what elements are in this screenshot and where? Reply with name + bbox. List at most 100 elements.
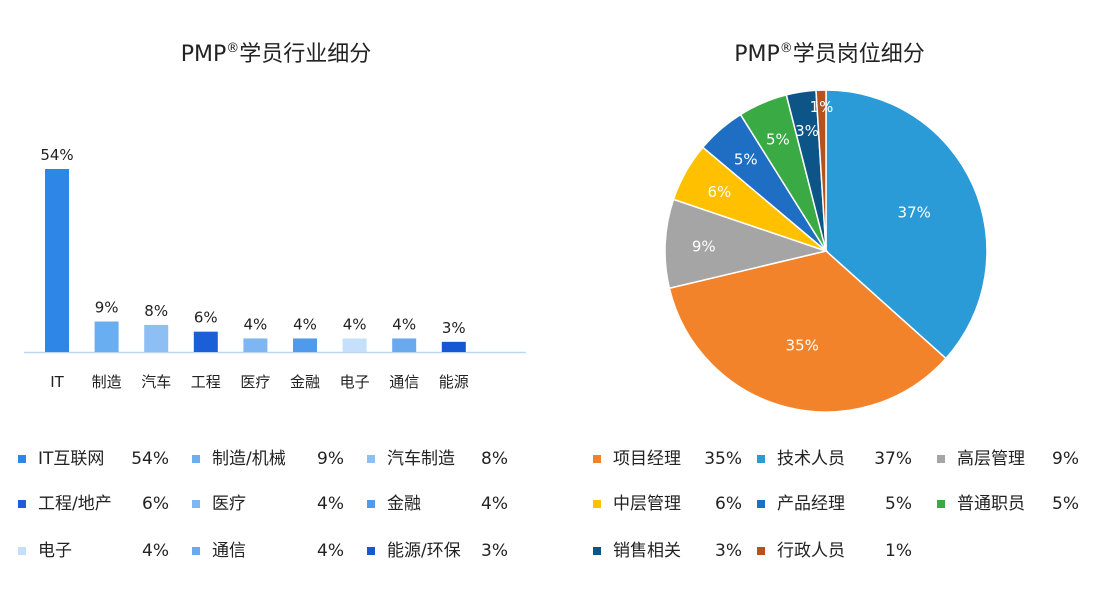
bar-value-label: 3% <box>442 319 466 337</box>
pie-slice-3 <box>672 146 827 252</box>
bar-value-label: 6% <box>194 309 218 327</box>
legend-swatch <box>18 500 26 508</box>
pie-slice-0 <box>825 89 988 360</box>
pie-slice-label: 9% <box>692 237 716 255</box>
pie-slice-4 <box>701 113 827 252</box>
legend-label: 技术人员 <box>777 449 845 469</box>
bar-1 <box>94 321 119 352</box>
legend-label: 销售相关 <box>613 541 681 561</box>
legend-value: 3% <box>715 541 742 561</box>
legend-label: 通信 <box>212 541 246 561</box>
pie-slice-label: 35% <box>786 337 819 355</box>
legend-label: 制造/机械 <box>212 449 286 469</box>
legend-swatch <box>937 500 945 508</box>
legend-value: 9% <box>317 449 344 469</box>
legend-value: 9% <box>1052 449 1079 469</box>
bar-value-label: 4% <box>293 315 317 333</box>
legend-label: 汽车制造 <box>387 449 455 469</box>
legend-swatch <box>192 455 200 463</box>
legend-value: 4% <box>142 541 169 561</box>
bar-chart-title: PMP®学员行业细分 <box>0 36 552 68</box>
legend-swatch <box>367 500 375 508</box>
legend-label: 金融 <box>387 494 421 514</box>
bar-4 <box>243 338 268 352</box>
bar-category-label: 汽车 <box>141 373 171 391</box>
pie-slice-label: 3% <box>795 122 819 140</box>
pie-title-main: PMP <box>734 42 780 67</box>
pie-title-rest: 学员岗位细分 <box>792 42 925 67</box>
bar-value-label: 54% <box>40 146 73 164</box>
legend-label: 医疗 <box>212 494 246 514</box>
bar-value-label: 4% <box>244 315 268 333</box>
legend-value: 4% <box>481 494 508 514</box>
legend-label: 项目经理 <box>613 449 681 469</box>
bar-chart: 54% IT 9% 制造 8% 汽车 6% 工程 4% 医疗 4% 金融 4% 电子 4% 通信 3% 能源 <box>24 146 526 391</box>
legend-swatch <box>367 547 375 555</box>
legend-swatch <box>937 455 945 463</box>
legend-swatch <box>367 455 375 463</box>
legend-swatch <box>757 455 765 463</box>
legend-label: 电子 <box>38 541 72 561</box>
pie-slice-label: 5% <box>734 151 758 169</box>
legend-label: 普通职员 <box>957 494 1025 514</box>
bar-category-label: 医疗 <box>240 373 270 391</box>
bar-7 <box>392 338 417 352</box>
bar-value-label: 4% <box>343 315 367 333</box>
bar-value-label: 9% <box>95 299 119 317</box>
legend-value: 3% <box>481 541 508 561</box>
legend-label: 高层管理 <box>957 449 1025 469</box>
bar-2 <box>144 324 169 352</box>
bar-6 <box>342 338 367 352</box>
legend-label: 工程/地产 <box>38 494 112 514</box>
legend-swatch <box>593 547 601 555</box>
pie-slice-5 <box>739 94 827 252</box>
bar-5 <box>293 338 317 352</box>
legend-swatch <box>757 547 765 555</box>
legend-value: 4% <box>317 541 344 561</box>
pie-slice-label: 6% <box>708 183 732 201</box>
bar-title-rest: 学员行业细分 <box>239 42 372 67</box>
bar-value-label: 8% <box>144 302 168 320</box>
bar-category-label: 制造 <box>92 373 122 391</box>
bar-title-main: PMP <box>180 42 227 67</box>
legend-label: 中层管理 <box>613 494 681 514</box>
legend-value: 1% <box>885 541 912 561</box>
pie-title-registered-mark: ® <box>779 41 793 56</box>
bar-8 <box>441 341 466 352</box>
bar-0 <box>45 169 69 352</box>
legend-value: 5% <box>1052 494 1079 514</box>
pie-slice-1 <box>668 250 947 413</box>
legend-value: 4% <box>317 494 344 514</box>
bar-category-label: 工程 <box>191 373 221 391</box>
pie-slice-label: 5% <box>766 131 790 149</box>
bar-category-label: 金融 <box>290 373 320 391</box>
bar-title-registered-mark: ® <box>226 41 240 56</box>
pie-slice-6 <box>785 89 827 252</box>
bar-category-label: IT <box>50 373 64 391</box>
bar-category-label: 电子 <box>340 373 370 391</box>
pie-slice-label: 37% <box>898 204 931 222</box>
legend-swatch <box>593 500 601 508</box>
legend-value: 5% <box>885 494 912 514</box>
pie-chart-title: PMP®学员岗位细分 <box>552 36 1107 68</box>
legend-swatch <box>192 547 200 555</box>
bar-value-label: 4% <box>392 315 416 333</box>
legend-label: 能源/环保 <box>387 541 461 561</box>
legend-label: IT互联网 <box>38 449 105 469</box>
legend-value: 54% <box>131 449 169 469</box>
legend-value: 8% <box>481 449 508 469</box>
legend-swatch <box>18 547 26 555</box>
legend-value: 37% <box>874 449 912 469</box>
legend-swatch <box>192 500 200 508</box>
legend-value: 35% <box>704 449 742 469</box>
legend-label: 产品经理 <box>777 494 845 514</box>
pie-slice-7 <box>815 89 827 252</box>
legend-swatch <box>593 455 601 463</box>
legend-swatch <box>18 455 26 463</box>
bar-3 <box>193 331 218 352</box>
pie-slice-2 <box>664 198 829 290</box>
legend-value: 6% <box>715 494 742 514</box>
legend-value: 6% <box>142 494 169 514</box>
bar-category-label: 通信 <box>389 373 419 391</box>
pie-slice-label: 1% <box>810 98 834 116</box>
